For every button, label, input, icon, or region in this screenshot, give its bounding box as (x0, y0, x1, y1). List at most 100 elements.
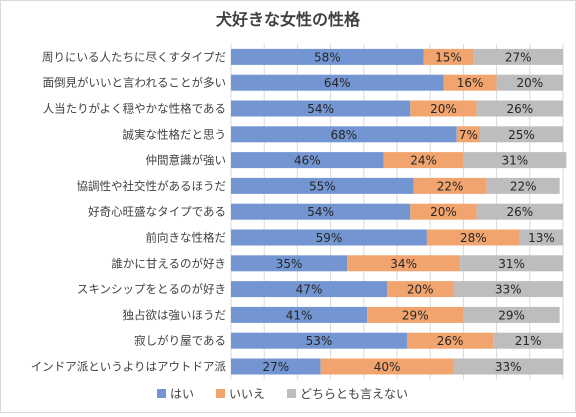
data-label: 27% (262, 360, 289, 374)
category-label: 誠実な性格だと思う (123, 127, 227, 141)
legend-swatch (216, 389, 226, 398)
bar-segment (410, 203, 477, 220)
category-label: インドア派というよりはアウトドア派 (31, 360, 227, 374)
data-label: 26% (437, 334, 464, 348)
bar-segment (231, 48, 424, 65)
data-label: 31% (502, 154, 529, 168)
bar-segment (493, 332, 563, 349)
data-label: 47% (296, 283, 323, 297)
bar-segment (413, 177, 487, 194)
data-label: 20% (407, 283, 434, 297)
data-label: 54% (307, 205, 334, 219)
bar-segment (320, 358, 454, 375)
data-label: 33% (495, 283, 522, 297)
data-label: 68% (331, 128, 358, 142)
data-label: 7% (459, 128, 478, 142)
legend-swatch (287, 389, 297, 398)
data-label: 31% (498, 257, 525, 271)
data-label: 40% (374, 360, 401, 374)
bar-segment (406, 332, 494, 349)
bar-segment (426, 229, 520, 246)
data-label: 35% (276, 257, 303, 271)
bar-segment (231, 152, 384, 169)
data-label: 46% (294, 154, 321, 168)
bar-segment (231, 177, 414, 194)
data-label: 34% (390, 257, 417, 271)
bar-segment (453, 281, 563, 298)
data-label: 22% (437, 179, 464, 193)
data-label: 41% (286, 308, 313, 322)
category-label: 周りにいる人たちに尽くすタイプだ (42, 50, 226, 64)
bar-segment (231, 281, 388, 298)
bar-segment (476, 203, 563, 220)
category-label: 独占欲は強いほうだ (123, 308, 227, 322)
bar-segment (367, 306, 464, 323)
category-label: 寂しがり屋である (134, 334, 226, 348)
bar-segment (463, 306, 560, 323)
data-label: 24% (410, 154, 437, 168)
data-label: 33% (495, 360, 522, 374)
legend-swatch (157, 389, 166, 398)
bar-segment (519, 229, 563, 246)
category-label: スキンシップをとるのが好き (77, 282, 226, 296)
bar-segment (231, 229, 427, 246)
data-label: 54% (307, 102, 334, 116)
data-label: 15% (435, 50, 462, 64)
bars: 58% 15% 27%64% 16% 20%54% 20% 26%68% 7% 25%46% 24… (231, 48, 567, 375)
bar-segment (423, 48, 474, 65)
bar-segment (231, 203, 411, 220)
bar-segment (231, 332, 407, 349)
bar-segment (443, 74, 497, 91)
category-label: 誰かに甘えるのが好き (111, 256, 226, 270)
bar-segment (231, 74, 444, 91)
bar-segment (231, 358, 321, 375)
category-label: 仲間意識が強い (146, 153, 227, 167)
data-label: 20% (516, 76, 543, 90)
data-label: 22% (510, 179, 537, 193)
legend-label: どちらとも言えない (300, 387, 408, 401)
category-labels: 周りにいる人たちに尽くすタイプだ面倒見がいいと言われることが多い人当たりがよく穏… (31, 50, 227, 374)
bar-segment (460, 255, 563, 272)
bar-segment (453, 358, 563, 375)
data-label: 28% (460, 231, 487, 245)
category-label: 好奇心旺盛なタイプである (88, 205, 226, 219)
data-label: 27% (505, 50, 532, 64)
data-label: 29% (498, 308, 525, 322)
legend-label: いいえ (229, 387, 265, 401)
data-label: 29% (402, 308, 429, 322)
bar-segment (473, 48, 563, 65)
data-label: 26% (507, 102, 534, 116)
bar-segment (486, 177, 560, 194)
category-label: 面倒見がいいと言われることが多い (43, 76, 226, 90)
bar-segment (231, 100, 411, 117)
bar-segment (347, 255, 461, 272)
bar-segment (231, 306, 368, 323)
bar-segment (456, 126, 480, 143)
category-label: 人当たりがよく穏やかな性格である (43, 102, 226, 116)
bar-segment (480, 126, 563, 143)
data-label: 20% (430, 102, 457, 116)
bar-segment (387, 281, 454, 298)
data-label: 21% (515, 334, 542, 348)
bar-segment (463, 152, 567, 169)
chart-title: 犬好きな女性の性格 (216, 10, 361, 29)
legend: はい いいえ どちらとも言えない (157, 387, 408, 401)
bar-segment (383, 152, 464, 169)
data-label: 59% (316, 231, 343, 245)
legend-label: はい (170, 387, 194, 401)
data-label: 55% (309, 179, 336, 193)
data-label: 58% (314, 50, 341, 64)
bar-segment (410, 100, 477, 117)
data-label: 25% (508, 128, 535, 142)
bar-segment (231, 126, 457, 143)
data-label: 13% (528, 231, 555, 245)
bar-segment (496, 74, 563, 91)
data-label: 64% (324, 76, 351, 90)
data-label: 16% (457, 76, 484, 90)
bar-segment (476, 100, 563, 117)
data-label: 20% (430, 205, 457, 219)
category-label: 協調性や社交性があるほうだ (77, 179, 227, 193)
bar-segment (231, 255, 348, 272)
